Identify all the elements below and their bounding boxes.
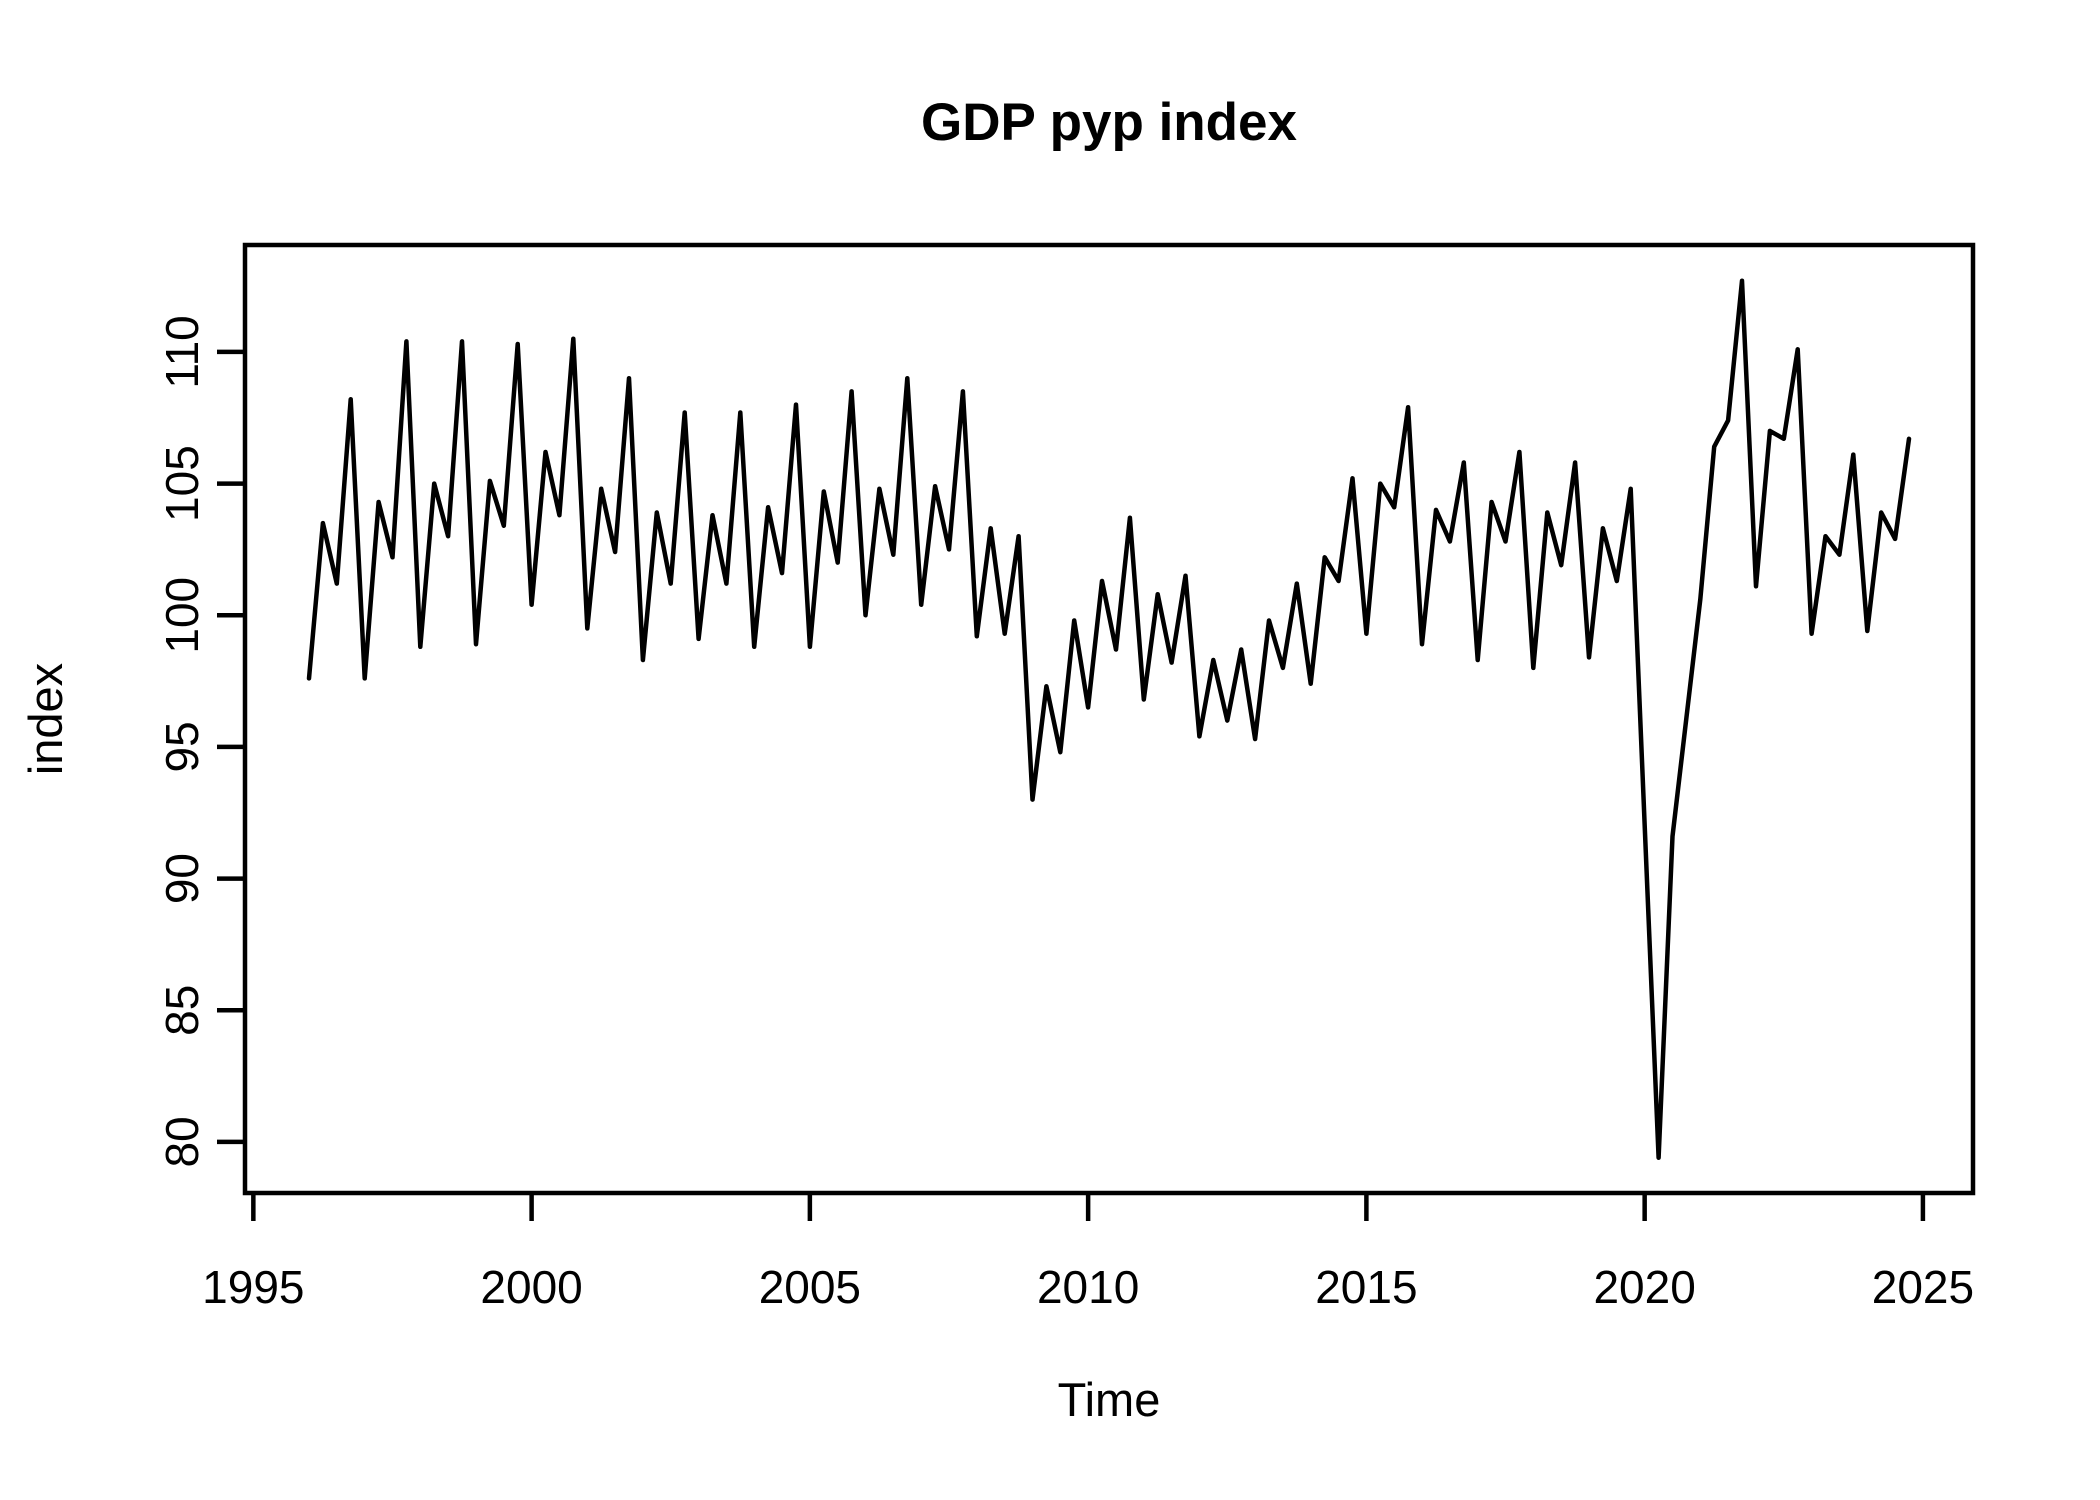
y-tick-label: 100 (156, 577, 208, 654)
x-tick-label: 2010 (1037, 1261, 1139, 1313)
y-tick-label: 80 (156, 1116, 208, 1167)
y-tick-label: 90 (156, 853, 208, 904)
y-tick-label: 110 (156, 315, 208, 388)
x-tick-label: 2000 (480, 1261, 582, 1313)
x-tick-label: 2005 (759, 1261, 861, 1313)
gdp-series-polyline (306, 278, 1912, 1160)
plot-border-box (242, 242, 1976, 1196)
gdp-series-line (306, 278, 1912, 1160)
y-axis-title: index (19, 663, 72, 775)
x-tick-label: 2020 (1593, 1261, 1695, 1313)
y-tick-label: 105 (156, 445, 208, 522)
x-axis-ticks: 1995 2000 2005 2010 2015 2020 2025 (202, 1193, 1974, 1313)
x-axis-title: Time (1058, 1373, 1161, 1426)
y-axis-ticks: 80 85 90 95 100 105 110 (156, 315, 245, 1167)
chart-title: GDP pyp index (921, 93, 1298, 152)
x-tick-label: 2015 (1315, 1261, 1417, 1313)
y-tick-label: 95 (156, 721, 208, 772)
y-tick-label: 85 (156, 985, 208, 1036)
x-tick-label: 1995 (202, 1261, 304, 1313)
x-tick-label: 2025 (1872, 1261, 1974, 1313)
